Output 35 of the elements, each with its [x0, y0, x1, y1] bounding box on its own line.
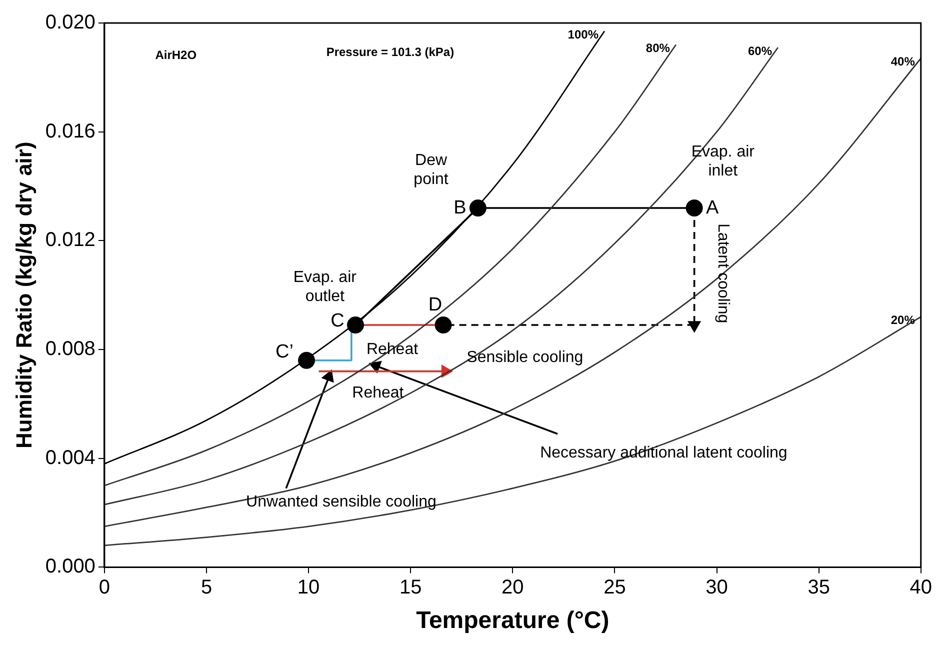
x-tick-label: 5: [200, 576, 212, 599]
x-tick-label: 10: [297, 576, 320, 599]
annotation: Pressure = 101.3 (kPa): [326, 45, 454, 60]
series-label: 40%: [890, 54, 916, 69]
y-tick-label: 0.000: [45, 556, 96, 578]
annotation: A: [706, 197, 719, 218]
x-tick-label: 40: [910, 576, 932, 599]
annotation: Latent cooling: [714, 224, 732, 324]
annotation: B: [454, 197, 466, 218]
x-tick-label: 35: [808, 576, 830, 599]
x-tick-label: 30: [706, 576, 728, 599]
annotation: Evap. air outlet: [293, 268, 358, 305]
x-tick-label: 25: [604, 576, 626, 599]
annotation: D: [428, 294, 442, 316]
annotation: Dew point: [414, 152, 449, 188]
annotation: Sensible cooling: [466, 349, 584, 366]
y-tick-label: 0.004: [45, 446, 96, 469]
x-tick-label: 20: [502, 576, 524, 599]
x-tick-label: 15: [399, 576, 422, 599]
series-label: 100%: [568, 27, 599, 42]
annotation: AirH2O: [155, 48, 197, 62]
y-axis-title: Humidity Ratio (kg/kg dry air): [11, 142, 36, 449]
x-tick-label: 0: [98, 576, 110, 599]
annotation: Unwanted sensible cooling: [246, 493, 436, 510]
y-tick-label: 0.020: [45, 12, 96, 34]
y-tick-label: 0.012: [45, 229, 96, 252]
y-tick-label: 0.016: [45, 120, 96, 142]
series-label: 80%: [646, 41, 670, 56]
series-label: 60%: [748, 44, 772, 58]
y-tick-label: 0.008: [45, 338, 96, 360]
series-label: 20%: [890, 313, 916, 328]
annotation: C: [330, 310, 344, 332]
annotation: C’: [276, 342, 294, 363]
x-axis-title: Temperature (°C): [416, 607, 610, 634]
annotation: Reheat: [352, 384, 404, 402]
